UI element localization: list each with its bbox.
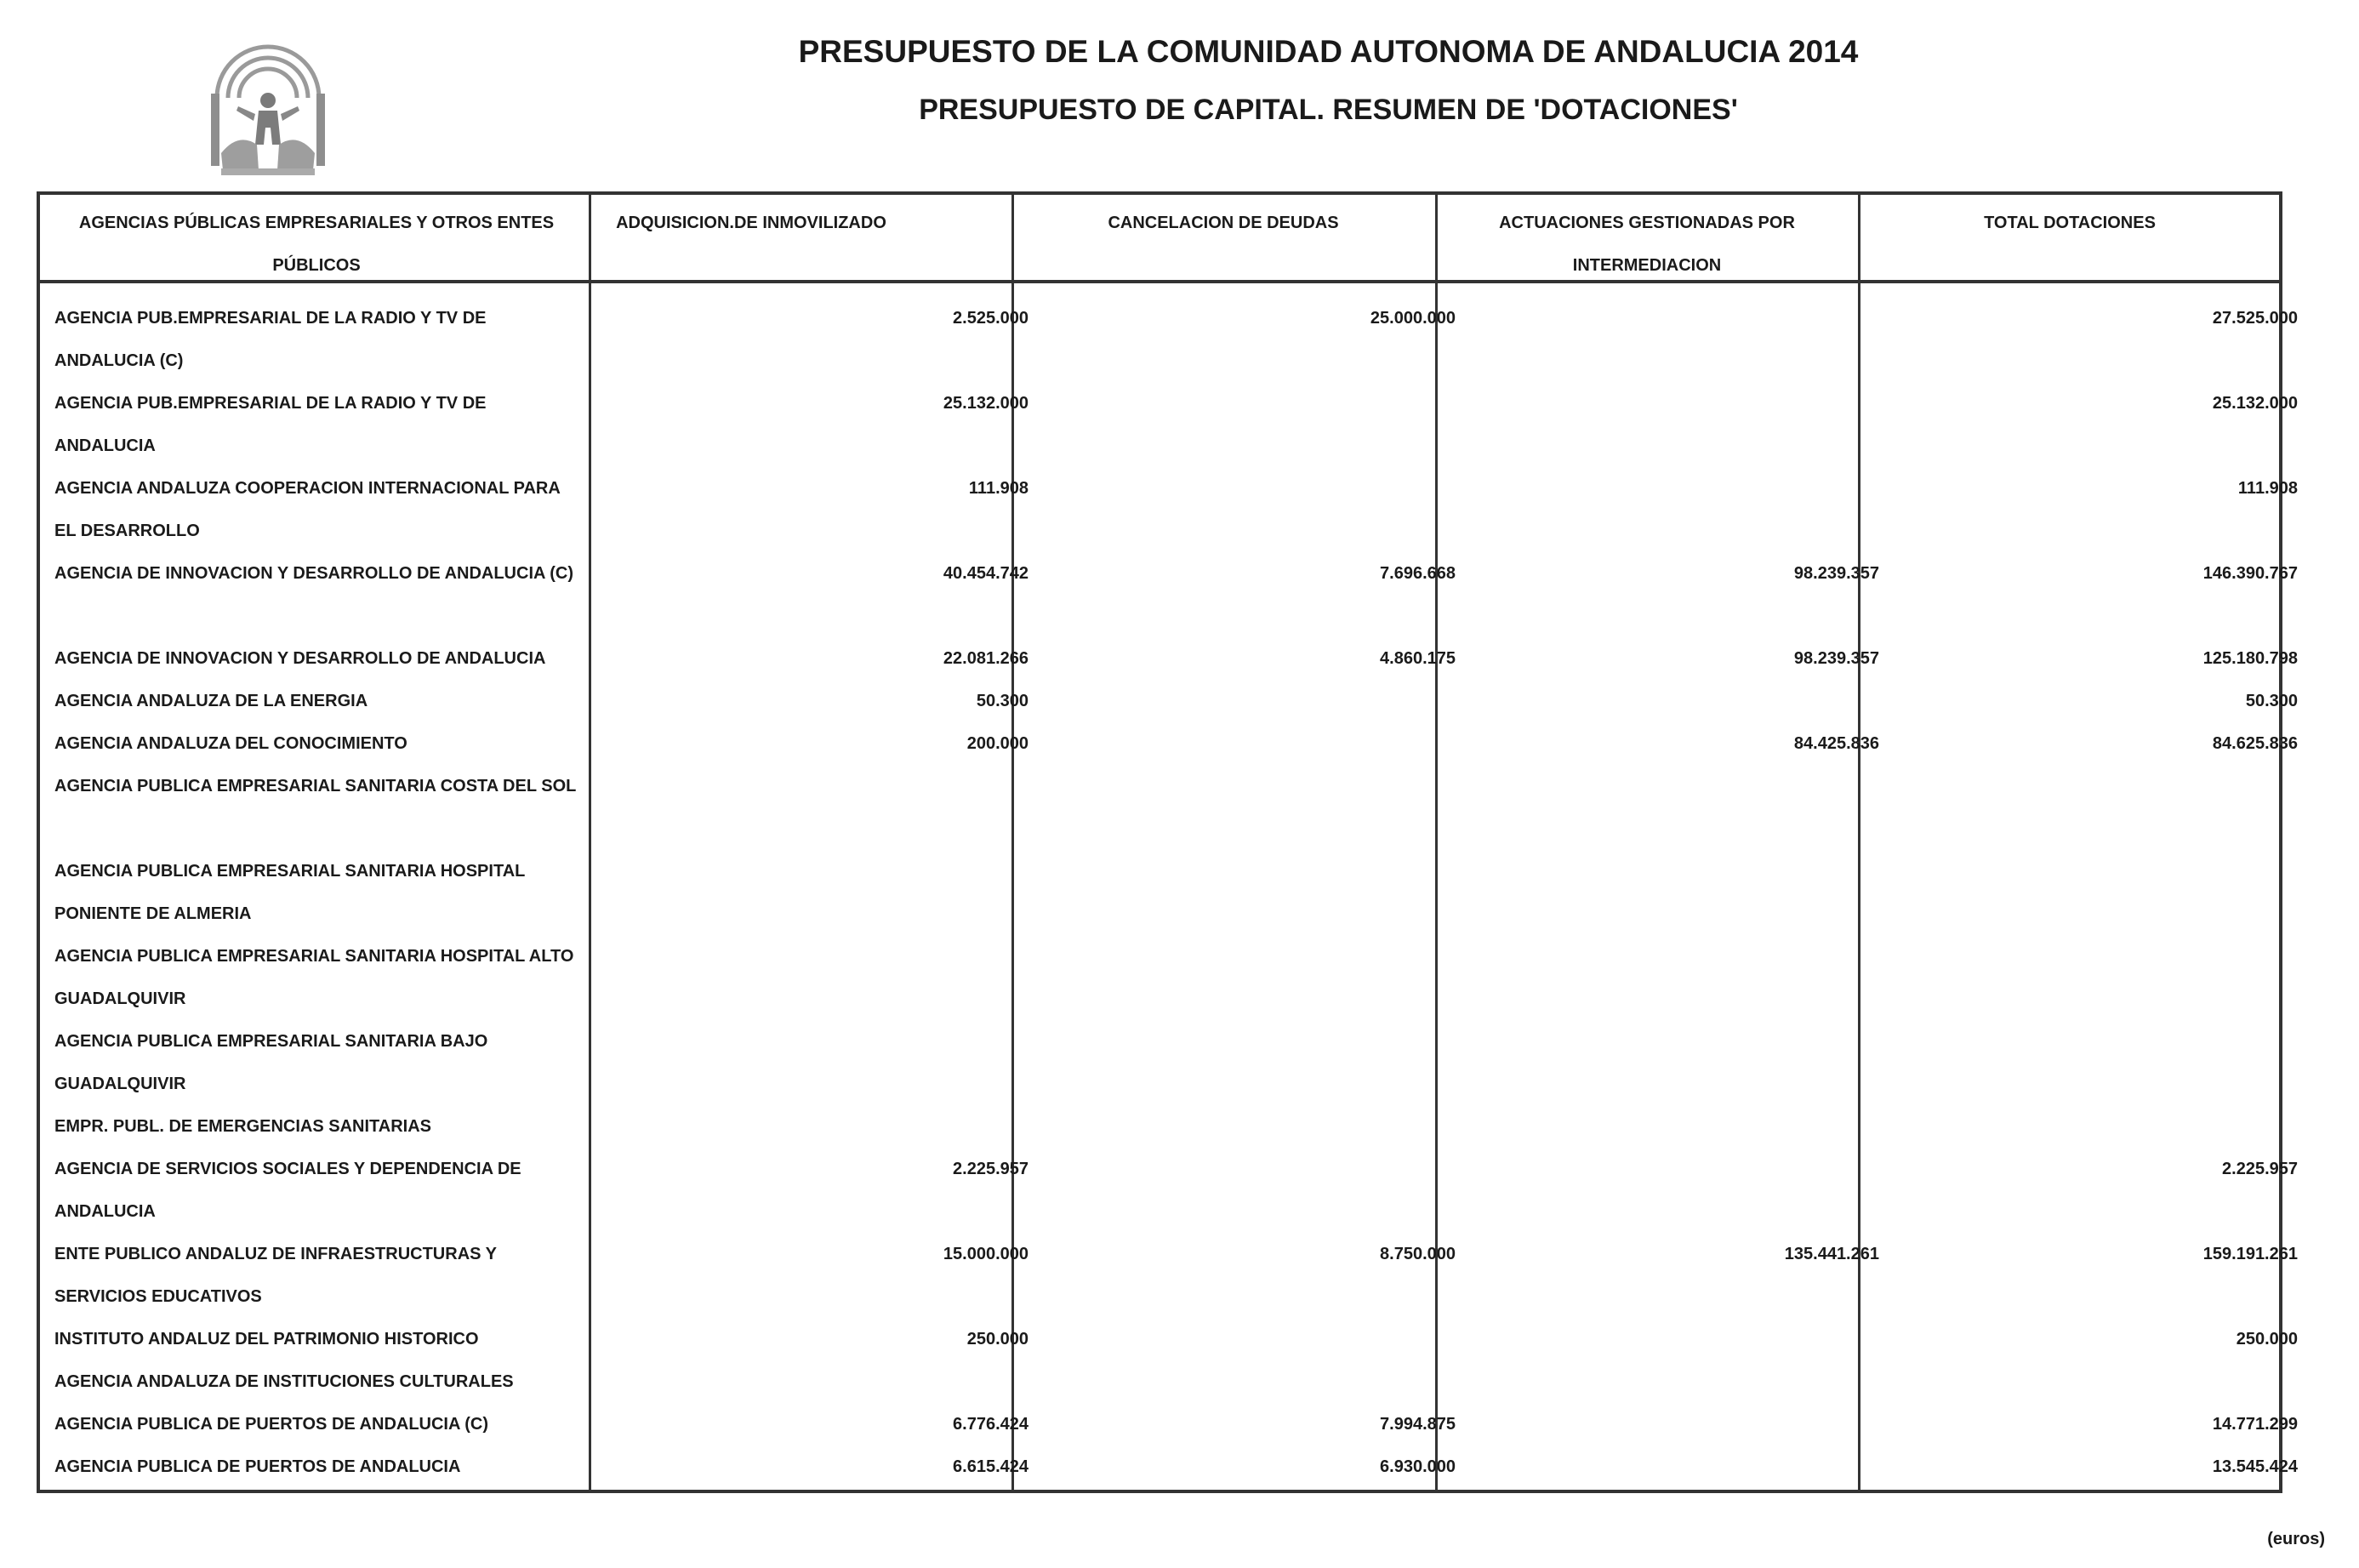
- budget-table: AGENCIAS PÚBLICAS EMPRESARIALES Y OTROS …: [37, 191, 2298, 1493]
- table-row: AGENCIA PUBLICA EMPRESARIAL SANITARIA HO…: [40, 850, 2279, 935]
- total-value: 146.390.767: [2202, 564, 2298, 583]
- table-row: AGENCIA PUBLICA DE PUERTOS DE ANDALUCIA …: [40, 1445, 2298, 1488]
- table-row: AGENCIA PUBLICA EMPRESARIAL SANITARIA BA…: [40, 1020, 2279, 1105]
- table-row: AGENCIA PUB.EMPRESARIAL DE LA RADIO Y TV…: [40, 297, 2298, 382]
- entity-name: AGENCIA PUBLICA DE PUERTOS DE ANDALUCIA: [54, 1457, 461, 1476]
- entity-name: AGENCIA ANDALUZA DE INSTITUCIONES CULTUR…: [54, 1372, 514, 1391]
- entity-name: AGENCIA ANDALUZA DEL CONOCIMIENTO: [54, 734, 407, 753]
- column-header-acquisition: ADQUISICION.DE INMOVILIZADO: [616, 214, 886, 232]
- total-value: 27.525.000: [2212, 309, 2298, 328]
- table-row: AGENCIA DE SERVICIOS SOCIALES Y DEPENDEN…: [40, 1148, 2298, 1233]
- entity-name: AGENCIA ANDALUZA COOPERACION INTERNACION…: [54, 479, 561, 540]
- acquisition-value: 6.776.424: [953, 1415, 1029, 1434]
- acquisition-value: 200.000: [966, 734, 1029, 753]
- acquisition-value: 22.081.266: [943, 649, 1029, 668]
- total-value: 84.625.836: [2212, 734, 2298, 753]
- column-header-debt-cancellation: CANCELACION DE DEUDAS: [1108, 214, 1339, 232]
- page-subtitle: PRESUPUESTO DE CAPITAL. RESUMEN DE 'DOTA…: [919, 94, 1738, 126]
- header-divider: [40, 280, 2279, 283]
- debt-cancellation-value: 7.994.875: [1380, 1415, 1456, 1434]
- entity-name: AGENCIA PUBLICA EMPRESARIAL SANITARIA BA…: [54, 1032, 488, 1093]
- column-divider: [589, 195, 591, 1490]
- debt-cancellation-value: 4.860.175: [1380, 649, 1456, 668]
- entity-name: AGENCIA PUB.EMPRESARIAL DE LA RADIO Y TV…: [54, 394, 487, 455]
- table-row: AGENCIA PUBLICA EMPRESARIAL SANITARIA CO…: [40, 765, 2279, 850]
- column-header-intermediation: ACTUACIONES GESTIONADAS POR INTERMEDIACI…: [1499, 214, 1795, 275]
- acquisition-value: 250.000: [966, 1330, 1029, 1348]
- total-value: 13.545.424: [2212, 1457, 2298, 1476]
- table-row: AGENCIA DE INNOVACION Y DESARROLLO DE AN…: [40, 637, 2298, 680]
- column-header-total: TOTAL DOTACIONES: [1984, 214, 2156, 232]
- table-row: AGENCIA PUB.EMPRESARIAL DE LA RADIO Y TV…: [40, 382, 2298, 467]
- table-row: AGENCIA DE INNOVACION Y DESARROLLO DE AN…: [40, 552, 2298, 637]
- acquisition-value: 111.908: [968, 479, 1029, 498]
- acquisition-value: 2.525.000: [953, 309, 1029, 328]
- entity-name: AGENCIA PUB.EMPRESARIAL DE LA RADIO Y TV…: [54, 309, 487, 370]
- table-row: INSTITUTO ANDALUZ DEL PATRIMONIO HISTORI…: [40, 1318, 2298, 1360]
- table-row: AGENCIA PUBLICA DE PUERTOS DE ANDALUCIA …: [40, 1403, 2298, 1445]
- intermediation-value: 135.441.261: [1784, 1245, 1879, 1263]
- table-row: AGENCIA ANDALUZA DEL CONOCIMIENTO 200.00…: [40, 722, 2298, 765]
- page-title: PRESUPUESTO DE LA COMUNIDAD AUTONOMA DE …: [798, 34, 1859, 69]
- acquisition-value: 2.225.957: [953, 1160, 1029, 1178]
- intermediation-value: 98.239.357: [1793, 564, 1879, 583]
- table-row: AGENCIA ANDALUZA COOPERACION INTERNACION…: [40, 467, 2298, 552]
- table-row: AGENCIA ANDALUZA DE LA ENERGIA 50.300 50…: [40, 680, 2298, 722]
- acquisition-value: 40.454.742: [943, 564, 1029, 583]
- total-value: 25.132.000: [2212, 394, 2298, 413]
- acquisition-value: 15.000.000: [943, 1245, 1029, 1263]
- debt-cancellation-value: 7.696.668: [1380, 564, 1456, 583]
- entity-name: INSTITUTO ANDALUZ DEL PATRIMONIO HISTORI…: [54, 1330, 479, 1348]
- andalucia-coat-of-arms-logo: [211, 44, 325, 175]
- debt-cancellation-value: 6.930.000: [1380, 1457, 1456, 1476]
- entity-name: AGENCIA DE SERVICIOS SOCIALES Y DEPENDEN…: [54, 1160, 521, 1221]
- entity-name: ENTE PUBLICO ANDALUZ DE INFRAESTRUCTURAS…: [54, 1245, 497, 1306]
- column-divider: [1435, 195, 1438, 1490]
- column-header-entity: AGENCIAS PÚBLICAS EMPRESARIALES Y OTROS …: [78, 214, 555, 275]
- entity-name: AGENCIA PUBLICA EMPRESARIAL SANITARIA CO…: [54, 777, 577, 795]
- column-divider: [1011, 195, 1014, 1490]
- total-value: 14.771.299: [2212, 1415, 2298, 1434]
- debt-cancellation-value: 25.000.000: [1370, 309, 1456, 328]
- table-body: AGENCIA PUB.EMPRESARIAL DE LA RADIO Y TV…: [40, 297, 2298, 1488]
- entity-name: AGENCIA ANDALUZA DE LA ENERGIA: [54, 692, 368, 710]
- total-value: 50.300: [2245, 692, 2298, 710]
- entity-name: AGENCIA DE INNOVACION Y DESARROLLO DE AN…: [54, 564, 574, 583]
- total-value: 125.180.798: [2202, 649, 2298, 668]
- acquisition-value: 6.615.424: [953, 1457, 1029, 1476]
- entity-name: AGENCIA PUBLICA DE PUERTOS DE ANDALUCIA …: [54, 1415, 489, 1434]
- entity-name: AGENCIA DE INNOVACION Y DESARROLLO DE AN…: [54, 649, 546, 668]
- table-row: EMPR. PUBL. DE EMERGENCIAS SANITARIAS: [40, 1105, 2279, 1148]
- entity-name: AGENCIA PUBLICA EMPRESARIAL SANITARIA HO…: [54, 947, 574, 1008]
- acquisition-value: 50.300: [976, 692, 1029, 710]
- total-value: 250.000: [2236, 1330, 2298, 1348]
- entity-name: AGENCIA PUBLICA EMPRESARIAL SANITARIA HO…: [54, 862, 525, 923]
- table-row: ENTE PUBLICO ANDALUZ DE INFRAESTRUCTURAS…: [40, 1233, 2298, 1318]
- currency-unit-label: (euros): [2267, 1530, 2325, 1548]
- table-row: AGENCIA ANDALUZA DE INSTITUCIONES CULTUR…: [40, 1360, 2279, 1403]
- total-value: 111.908: [2237, 479, 2298, 498]
- intermediation-value: 98.239.357: [1793, 649, 1879, 668]
- column-divider: [1858, 195, 1860, 1490]
- acquisition-value: 25.132.000: [943, 394, 1029, 413]
- intermediation-value: 84.425.836: [1793, 734, 1879, 753]
- table-row: AGENCIA PUBLICA EMPRESARIAL SANITARIA HO…: [40, 935, 2279, 1020]
- entity-name: EMPR. PUBL. DE EMERGENCIAS SANITARIAS: [54, 1117, 431, 1136]
- debt-cancellation-value: 8.750.000: [1380, 1245, 1456, 1263]
- total-value: 159.191.261: [2202, 1245, 2298, 1263]
- total-value: 2.225.957: [2222, 1160, 2298, 1178]
